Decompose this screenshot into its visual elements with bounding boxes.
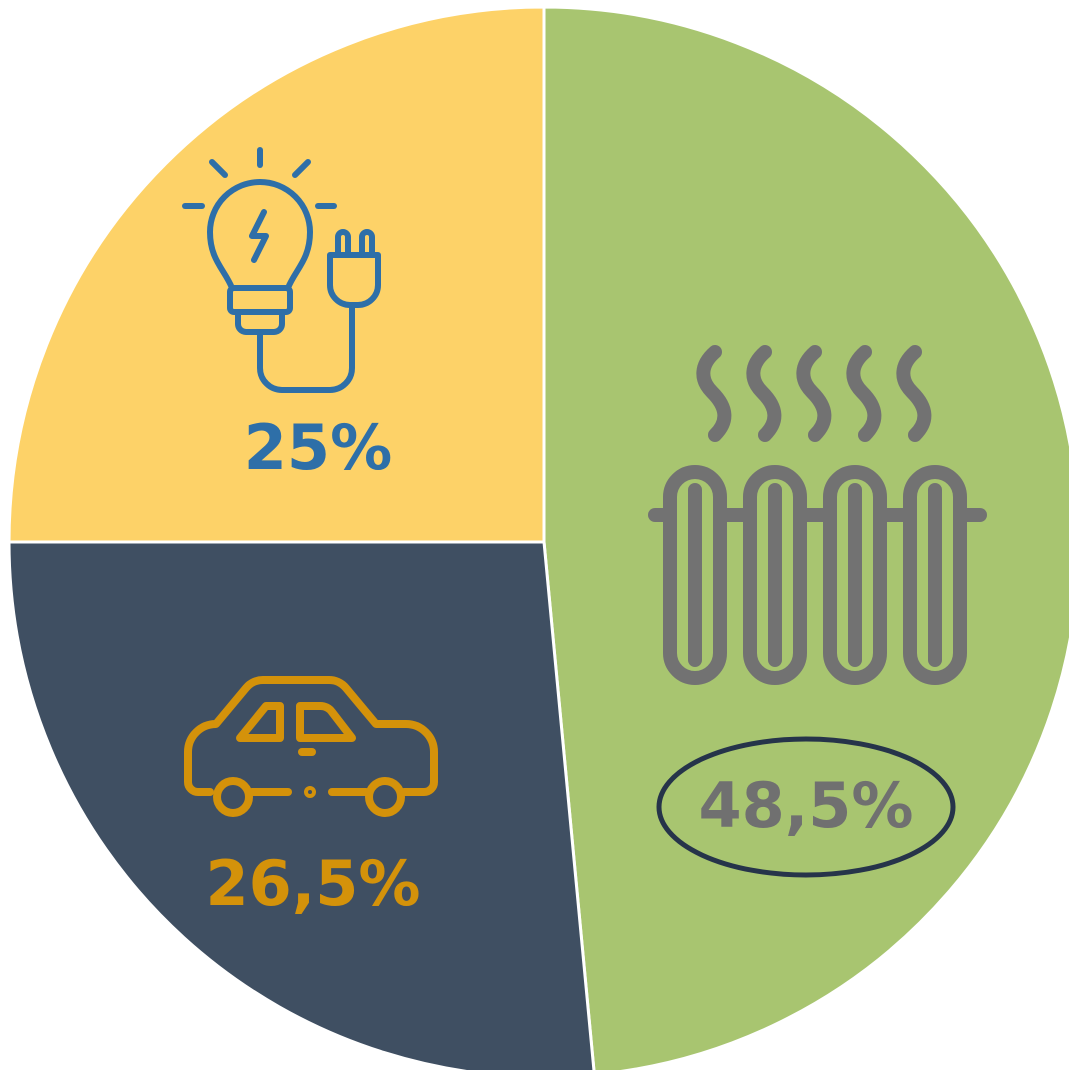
highlight-ellipse bbox=[656, 736, 956, 878]
value-label: 26,5% bbox=[205, 847, 420, 920]
value-label: 25% bbox=[244, 411, 392, 484]
icons bbox=[182, 147, 987, 878]
radiator-icon bbox=[648, 345, 987, 685]
value-label: 48,5% bbox=[698, 769, 913, 842]
labels: 48,5% 26,5% 25% bbox=[205, 411, 913, 920]
bulb-icon bbox=[182, 147, 381, 393]
pie-slice bbox=[7, 540, 596, 1070]
pie-slice bbox=[7, 5, 546, 544]
car-icon bbox=[184, 676, 438, 817]
